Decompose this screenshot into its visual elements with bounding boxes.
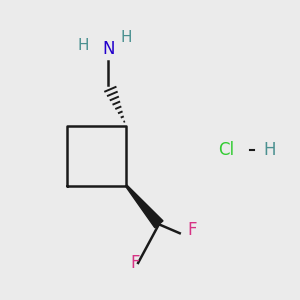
Text: N: N: [102, 40, 115, 58]
Polygon shape: [125, 185, 163, 228]
Text: H: H: [263, 141, 275, 159]
Text: F: F: [130, 254, 140, 272]
Text: Cl: Cl: [218, 141, 235, 159]
Text: F: F: [187, 221, 197, 239]
Text: H: H: [121, 30, 132, 45]
Text: H: H: [77, 38, 89, 53]
